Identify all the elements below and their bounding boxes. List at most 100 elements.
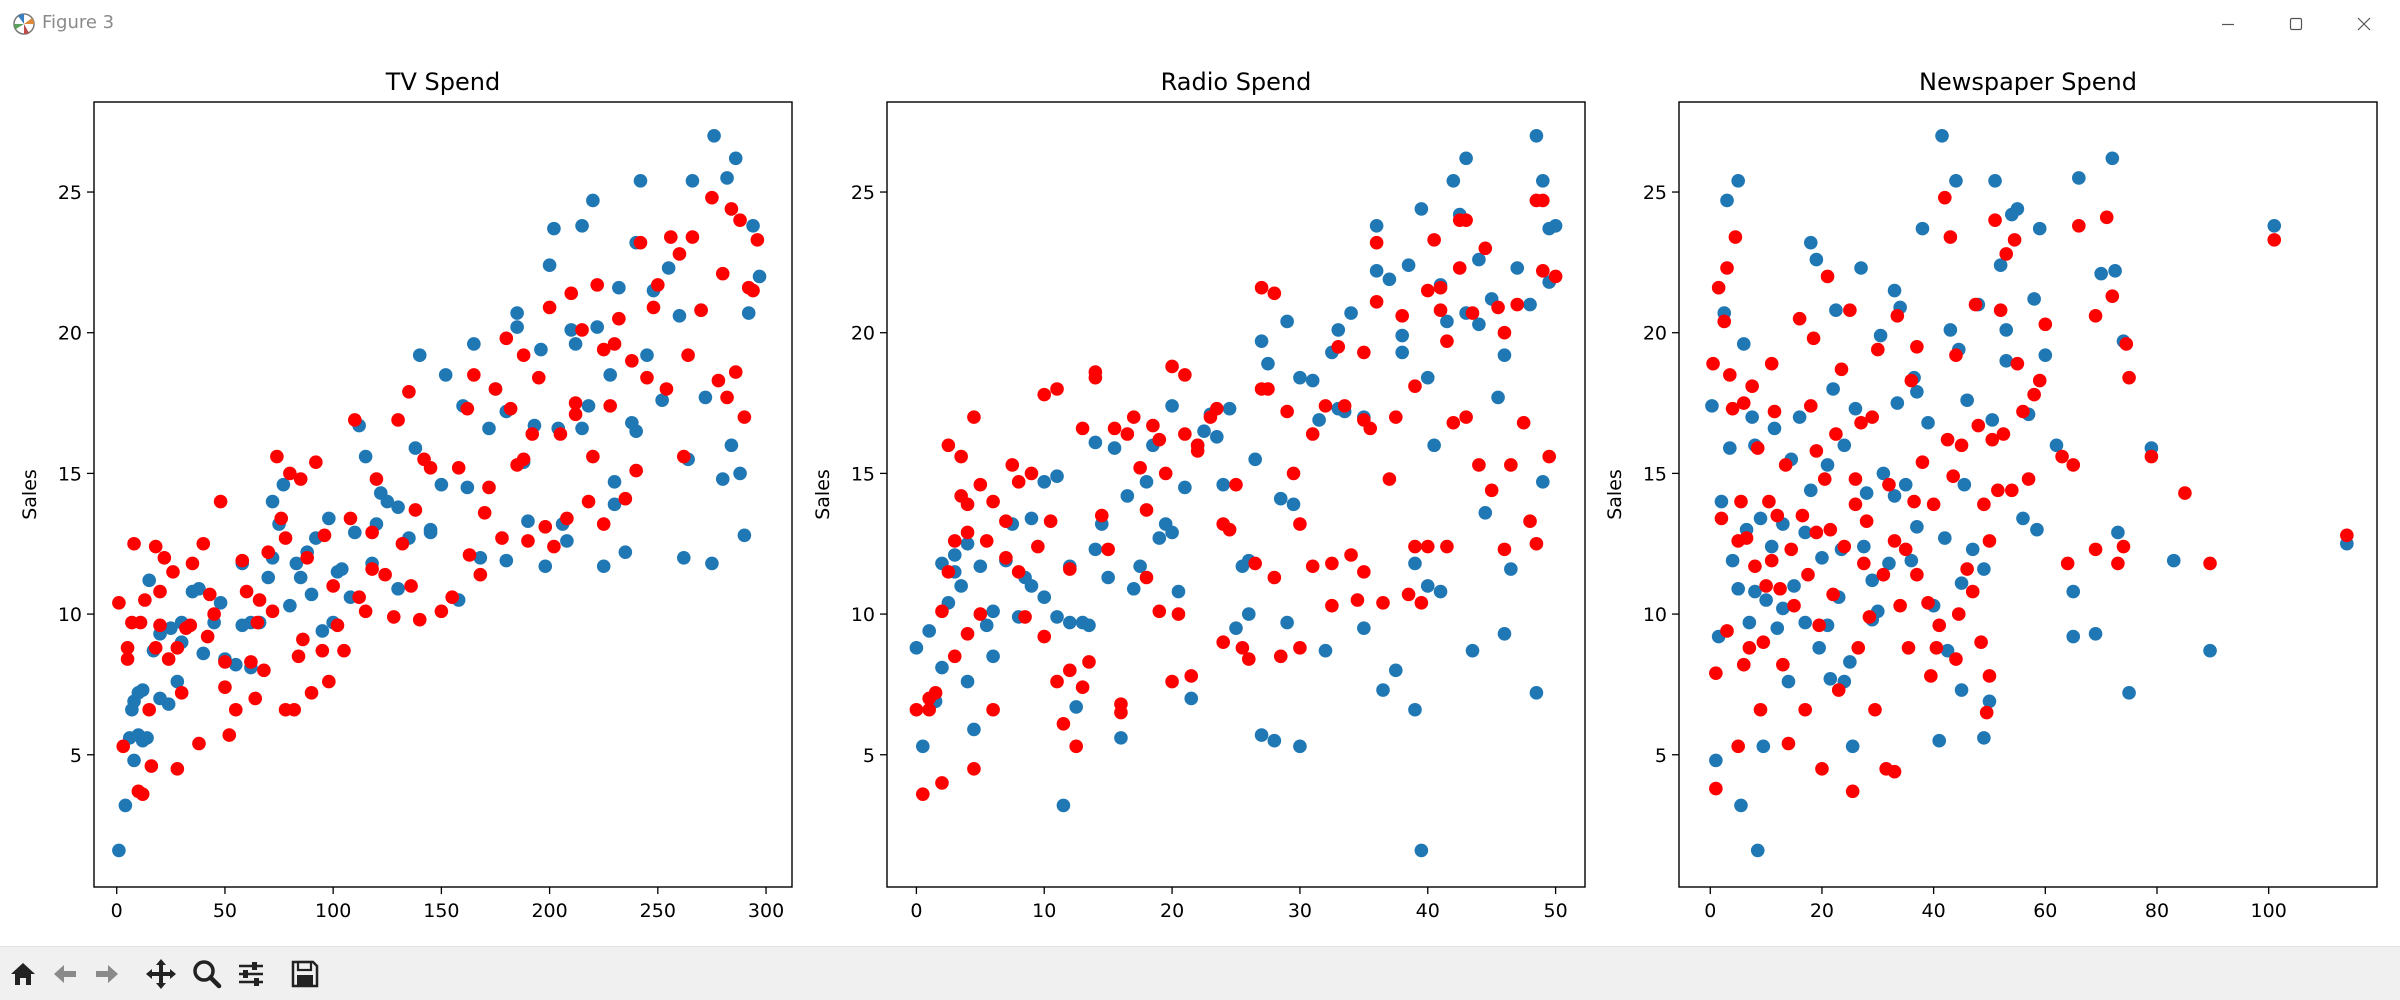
scatter-point-series-2	[1996, 427, 2011, 441]
scatter-point-series-2	[1857, 556, 1871, 571]
scatter-point-series-2	[1293, 641, 1307, 655]
scatter-point-series-2	[1286, 466, 1301, 481]
scatter-point-series-2	[694, 303, 708, 318]
scatter-point-series-1	[1904, 553, 1919, 568]
scatter-point-series-1	[1024, 579, 1039, 593]
scatter-point-series-1	[1859, 486, 1874, 500]
scatter-point-series-2	[941, 438, 956, 453]
scatter-point-series-2	[1809, 444, 1824, 458]
scatter-point-series-1	[2108, 264, 2122, 278]
home-button[interactable]	[4, 955, 42, 993]
scatter-point-series-1	[1748, 584, 1762, 599]
scatter-point-series-2	[1968, 297, 1983, 312]
y-tick-label: 15	[1643, 463, 1667, 485]
scatter-point-series-1	[746, 218, 760, 233]
scatter-point-series-2	[144, 759, 159, 773]
scatter-point-series-2	[909, 702, 924, 717]
scatter-point-series-2	[1401, 587, 1416, 602]
configure-subplots-button[interactable]	[232, 955, 270, 993]
scatter-point-series-1	[1890, 396, 1905, 410]
scatter-point-series-1	[1745, 410, 1759, 424]
scatter-point-series-2	[1904, 373, 1919, 388]
scatter-point-series-1	[335, 562, 349, 576]
y-axis-label: Sales	[1604, 469, 1626, 520]
scatter-point-series-1	[618, 545, 633, 559]
close-button[interactable]	[2330, 0, 2398, 48]
scatter-point-series-2	[112, 596, 126, 610]
scatter-point-series-2	[369, 472, 384, 486]
forward-button[interactable]	[88, 955, 126, 993]
scatter-point-series-1	[228, 657, 243, 672]
scatter-points	[909, 128, 1563, 858]
scatter-point-series-1	[1376, 683, 1390, 697]
scatter-point-series-1	[640, 348, 654, 363]
scatter-point-series-2	[1139, 503, 1154, 517]
figure-canvas[interactable]: TV Spend Sales 0 50 100 150 200 250 300 5 10 15 20 25…	[0, 48, 2400, 946]
scatter-point-series-1	[1510, 261, 1525, 275]
scatter-point-series-2	[1305, 559, 1320, 574]
scatter-point-series-1	[954, 579, 968, 593]
scatter-point-series-1	[1037, 590, 1052, 604]
scatter-point-series-2	[586, 449, 600, 464]
scatter-point-series-1	[131, 686, 146, 700]
scatter-point-series-1	[315, 624, 330, 638]
scatter-point-series-2	[596, 342, 611, 357]
x-tick-label: 0	[1704, 900, 1716, 922]
scatter-point-series-2	[1829, 427, 1843, 441]
scatter-point-series-2	[1734, 494, 1748, 509]
scatter-point-series-2	[1979, 705, 1994, 720]
scatter-point-series-1	[293, 570, 308, 585]
scatter-point-series-2	[488, 382, 503, 396]
scatter-point-series-2	[1440, 334, 1454, 348]
scatter-point-series-1	[391, 581, 405, 596]
scatter-point-series-2	[1536, 264, 1550, 278]
scatter-point-series-1	[1887, 489, 1902, 503]
maximize-button[interactable]	[2262, 0, 2330, 48]
scatter-point-series-2	[1753, 702, 1768, 717]
scatter-point-series-2	[960, 626, 975, 641]
scatter-point-series-2	[222, 728, 237, 742]
scatter-point-series-1	[1798, 525, 1812, 540]
scatter-point-series-1	[960, 536, 975, 551]
scatter-point-series-2	[408, 503, 423, 517]
scatter-point-series-2	[1063, 663, 1077, 678]
forward-icon	[96, 965, 118, 983]
scatter-point-series-2	[1982, 534, 1997, 548]
scatter-point-series-1	[1792, 410, 1807, 424]
scatter-point-series-2	[1280, 404, 1294, 419]
scatter-point-series-1	[1293, 370, 1307, 385]
scatter-point-series-2	[477, 505, 492, 520]
scatter-point-series-2	[737, 410, 752, 424]
scatter-point-series-2	[2088, 309, 2103, 323]
scatter-point-series-2	[304, 686, 319, 700]
scatter-point-series-2	[575, 323, 589, 337]
scatter-point-series-2	[322, 674, 336, 689]
scatter-point-series-1	[192, 581, 206, 596]
scatter-point-series-2	[2088, 542, 2103, 557]
minimize-button[interactable]	[2194, 0, 2262, 48]
scatter-point-series-2	[1005, 458, 1020, 472]
scatter-point-series-2	[248, 691, 263, 706]
scatter-point-series-2	[1433, 280, 1448, 295]
save-button[interactable]	[286, 955, 324, 993]
scatter-point-series-2	[1781, 736, 1796, 751]
scatter-point-series-1	[607, 475, 622, 489]
scatter-point-series-2	[391, 413, 405, 427]
pan-button[interactable]	[142, 955, 180, 993]
scatter-point-series-2	[1446, 415, 1461, 430]
scatter-point-series-2	[1357, 413, 1371, 427]
zoom-button[interactable]	[188, 955, 226, 993]
scatter-point-series-2	[1504, 458, 1518, 472]
scatter-point-series-1	[685, 173, 700, 188]
scatter-point-series-1	[1781, 674, 1796, 689]
scatter-point-series-2	[564, 286, 579, 301]
scatter-point-series-1	[1767, 421, 1782, 436]
scatter-point-series-1	[2094, 266, 2108, 281]
scatter-point-series-2	[1254, 280, 1269, 295]
scatter-point-series-2	[676, 449, 691, 464]
scatter-point-series-2	[278, 531, 293, 545]
back-button[interactable]	[46, 955, 84, 993]
scatter-point-series-2	[244, 655, 258, 669]
scatter-point-series-2	[1882, 477, 1896, 492]
scatter-point-series-1	[1126, 581, 1141, 596]
